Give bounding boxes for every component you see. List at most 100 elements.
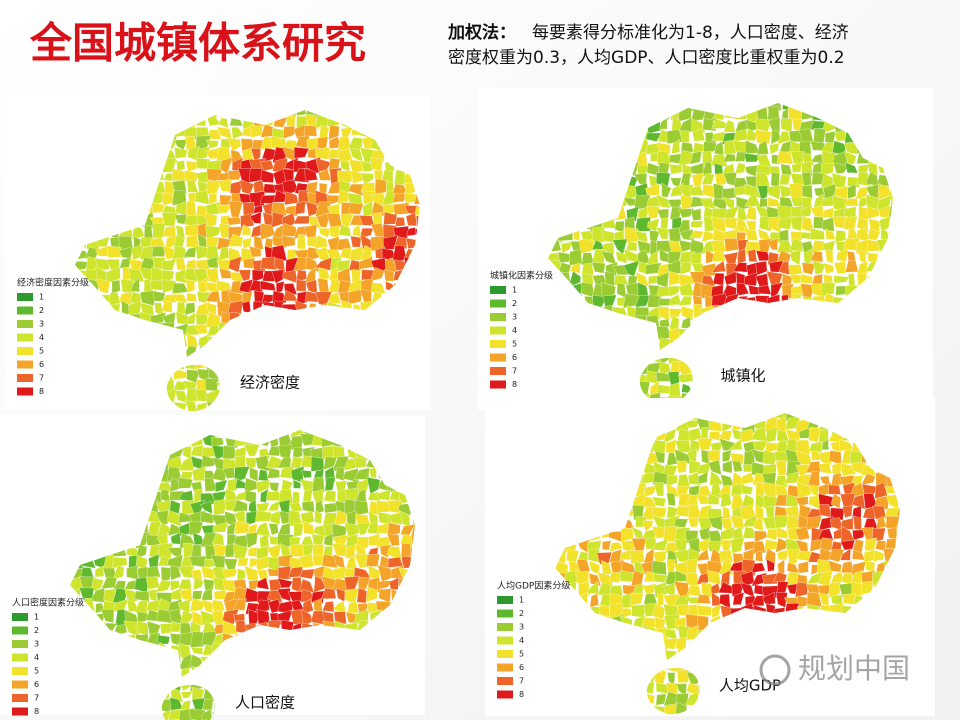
legend-label: 2 — [519, 609, 524, 618]
region — [828, 484, 842, 495]
legend-swatch — [497, 650, 513, 658]
region — [205, 225, 222, 241]
region — [752, 440, 769, 452]
region — [865, 206, 880, 220]
map-caption: 人均GDP — [719, 677, 781, 695]
region — [320, 587, 337, 600]
watermark-text: 规划中国 — [798, 652, 910, 685]
region — [669, 163, 683, 175]
region — [711, 592, 722, 607]
region — [174, 146, 189, 159]
region — [227, 300, 244, 316]
region — [787, 549, 801, 565]
region — [844, 198, 859, 207]
region — [690, 208, 702, 221]
region — [357, 577, 372, 593]
map-panels: 经济密度因素分级 1 2 3 4 5 6 7 8 经济密度 城镇化因素分级 1 2 3 4 5 6 7 8 城镇化人口… — [0, 88, 935, 720]
region — [697, 437, 713, 451]
weighting-text: 密度权重为0.3，人均GDP、人口密度比重权重为0.2 — [448, 48, 845, 68]
region — [316, 136, 329, 150]
region — [218, 117, 229, 129]
region — [822, 217, 835, 232]
region — [687, 471, 702, 486]
legend-swatch — [490, 340, 506, 348]
region — [318, 227, 332, 238]
region — [773, 514, 790, 530]
region — [775, 460, 787, 476]
region — [667, 371, 680, 388]
region — [833, 275, 850, 284]
legend-swatch — [490, 380, 506, 389]
region — [560, 241, 574, 254]
region — [178, 579, 192, 590]
region — [677, 208, 695, 219]
legend-label: 4 — [512, 326, 517, 335]
region — [369, 267, 385, 283]
region — [802, 185, 813, 199]
region — [109, 292, 121, 306]
region — [255, 479, 271, 494]
legend-label: 6 — [34, 680, 39, 689]
region — [357, 522, 371, 536]
legend-swatch — [12, 680, 28, 689]
region — [722, 449, 732, 463]
region — [327, 292, 342, 304]
region — [205, 139, 219, 149]
region — [806, 515, 823, 530]
region — [654, 450, 666, 464]
legend-swatch — [490, 286, 506, 294]
map-caption: 经济密度 — [240, 374, 300, 392]
region — [813, 128, 827, 145]
region — [294, 200, 306, 215]
region — [212, 521, 229, 533]
region — [720, 493, 732, 508]
legend-swatch — [12, 694, 28, 702]
region — [634, 295, 651, 308]
region — [747, 248, 758, 263]
legend-swatch — [490, 313, 506, 321]
region — [697, 517, 712, 531]
region — [211, 599, 226, 612]
legend-label: 3 — [34, 640, 39, 649]
region — [333, 509, 348, 527]
region — [100, 609, 115, 624]
region — [186, 292, 197, 302]
region — [248, 245, 262, 258]
region — [797, 561, 809, 574]
region — [679, 261, 692, 275]
region — [211, 436, 225, 449]
region — [775, 526, 789, 539]
region — [767, 238, 779, 251]
legend-title: 经济密度因素分级 — [17, 277, 89, 289]
region — [817, 584, 833, 596]
region — [736, 206, 748, 222]
region — [265, 455, 283, 469]
region — [759, 197, 768, 208]
region — [281, 235, 296, 248]
region — [666, 492, 676, 507]
region — [720, 526, 736, 540]
region — [193, 576, 204, 591]
region — [365, 586, 379, 603]
region — [860, 473, 876, 486]
region — [130, 277, 140, 293]
region — [155, 579, 173, 593]
region — [656, 194, 671, 209]
region — [732, 460, 743, 473]
legend-swatch — [17, 374, 33, 382]
region — [249, 466, 259, 482]
region — [365, 553, 380, 567]
region — [237, 557, 249, 567]
region — [95, 278, 111, 295]
region — [155, 509, 169, 526]
region — [839, 547, 852, 561]
region — [828, 581, 841, 599]
region — [653, 481, 664, 497]
legend-label: 5 — [519, 650, 524, 659]
region — [767, 185, 782, 200]
region — [232, 499, 248, 512]
region — [812, 259, 826, 275]
slide-title: 全国城镇体系研究 — [29, 19, 366, 68]
region — [314, 234, 328, 249]
region — [293, 146, 310, 159]
